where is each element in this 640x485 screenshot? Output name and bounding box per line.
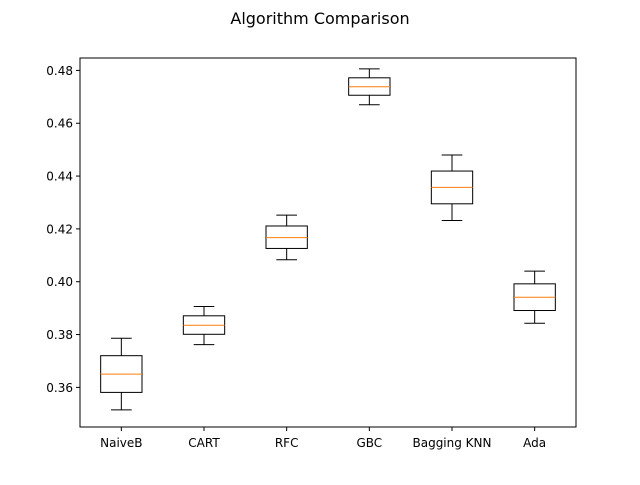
y-tick-label: 0.42 [46,222,73,236]
x-tick-label: RFC [275,436,299,450]
box-cart [182,306,226,346]
box-rfc [265,214,308,261]
box-gbc [348,68,391,106]
box-naiveb [100,337,143,411]
x-tick-label: Ada [523,436,546,450]
y-tick-label: 0.44 [46,170,73,184]
x-tick-label: CART [188,436,220,450]
y-axis: 0.36 0.38 0.40 0.42 0.44 0.46 0.48 [46,64,80,395]
y-tick-label: 0.46 [46,117,73,131]
x-axis: NaiveB CART RFC GBC Bagging KNN Ada [100,427,546,450]
box-ada [513,270,556,324]
x-tick-label: GBC [356,436,382,450]
chart-title: Algorithm Comparison [230,9,409,28]
x-tick-label: Bagging KNN [412,436,491,450]
x-tick-label: NaiveB [100,436,142,450]
box-bagging-knn [430,154,474,221]
y-tick-label: 0.36 [46,381,73,395]
y-tick-label: 0.48 [46,64,73,78]
boxes-layer [100,68,556,411]
y-tick-label: 0.38 [46,328,73,342]
y-tick-label: 0.40 [46,275,73,289]
plot-frame [79,57,577,428]
